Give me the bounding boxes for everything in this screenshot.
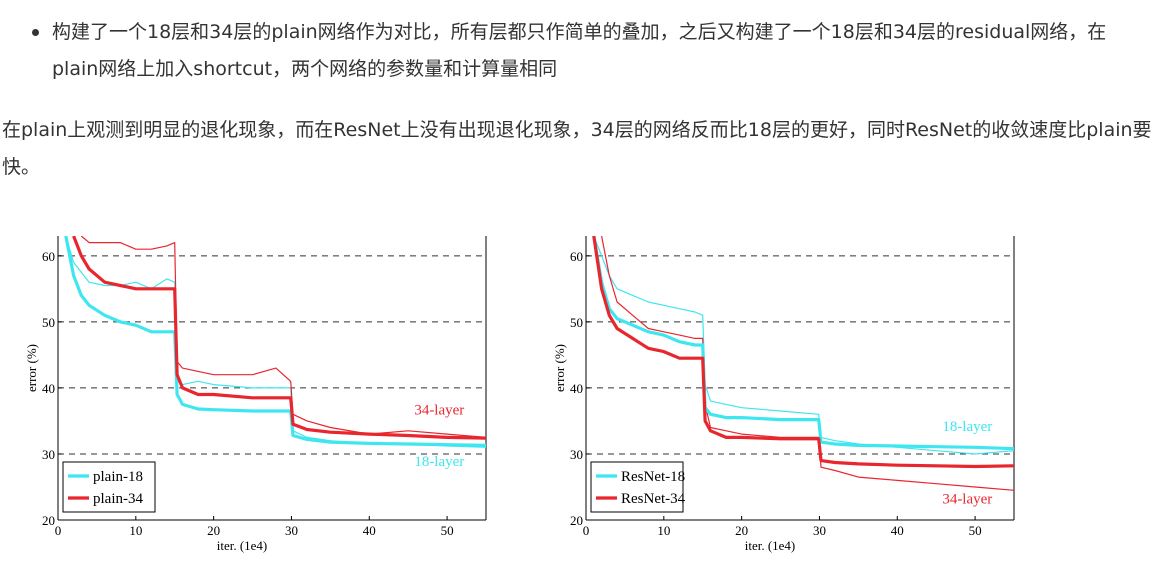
y-tick-label: 40 — [570, 381, 583, 396]
y-tick-label: 30 — [570, 447, 583, 462]
legend-label: plain-34 — [93, 491, 143, 507]
x-tick-label: 10 — [657, 523, 670, 538]
y-tick-label: 20 — [42, 513, 55, 528]
annotation-label: 34-layer — [942, 491, 992, 507]
x-tick-label: 10 — [129, 523, 142, 538]
x-tick-label: 40 — [891, 523, 904, 538]
y-tick-label: 30 — [42, 447, 55, 462]
x-axis-label: iter. (1e4) — [745, 538, 796, 553]
bullet-item: 构建了一个18层和34层的plain网络作为对比，所有层都只作简单的叠加，之后又… — [30, 14, 1150, 88]
series-line — [592, 236, 1014, 451]
x-tick-label: 40 — [363, 523, 376, 538]
resnet-chart: 0 10 20 30 40 50 20 30 40 50 60 iter. (1e4) error (%… — [552, 236, 1015, 553]
plain-chart: 0 10 20 30 40 50 20 30 40 50 60 iter. (1e4) error (%… — [24, 236, 487, 553]
x-tick-label: 50 — [441, 523, 454, 538]
x-tick-label: 0 — [55, 523, 62, 538]
legend-label: plain-18 — [93, 469, 143, 485]
x-tick-label: 0 — [583, 523, 590, 538]
series-line — [72, 236, 486, 440]
y-tick-label: 60 — [570, 249, 583, 264]
annotation-label: 34-layer — [414, 402, 464, 418]
x-tick-label: 20 — [735, 523, 748, 538]
y-tick-label: 20 — [570, 513, 583, 528]
x-tick-label: 30 — [285, 523, 298, 538]
x-tick-label: 20 — [207, 523, 220, 538]
x-axis-label: iter. (1e4) — [217, 538, 268, 553]
y-axis-label: error (%) — [24, 344, 39, 392]
legend-box — [590, 461, 684, 513]
series-line — [80, 236, 486, 438]
series-line — [601, 236, 1014, 491]
annotation-label: 18-layer — [942, 419, 992, 435]
y-tick-label: 40 — [42, 381, 55, 396]
y-axis-label: error (%) — [552, 344, 567, 392]
legend-label: ResNet-18 — [621, 469, 685, 485]
y-tick-label: 50 — [42, 315, 55, 330]
paragraph: 在plain上观测到明显的退化现象，而在ResNet上没有出现退化现象，34层的… — [2, 119, 1152, 178]
legend-box — [62, 461, 156, 513]
x-tick-label: 50 — [969, 523, 982, 538]
series-line — [592, 236, 1014, 469]
y-tick-label: 50 — [570, 315, 583, 330]
series-line — [64, 236, 486, 447]
x-tick-label: 30 — [813, 523, 826, 538]
y-tick-label: 60 — [42, 249, 55, 264]
bullet-list: 构建了一个18层和34层的plain网络作为对比，所有层都只作简单的叠加，之后又… — [30, 14, 1150, 88]
annotation-label: 18-layer — [414, 454, 464, 470]
legend-label: ResNet-34 — [621, 491, 686, 507]
